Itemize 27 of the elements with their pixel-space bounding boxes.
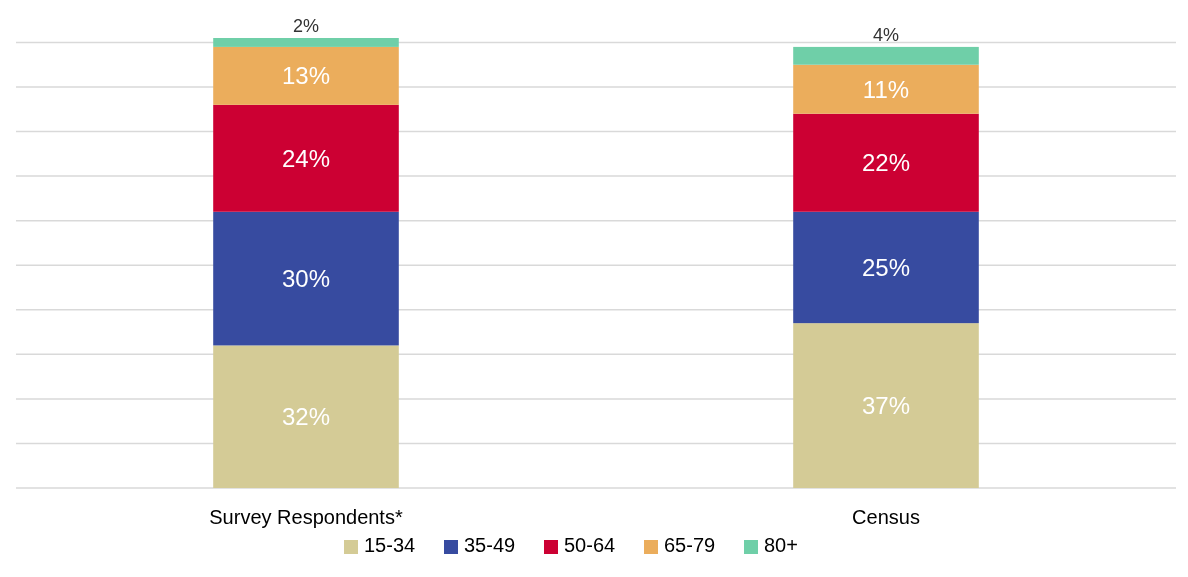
bar (793, 46, 979, 65)
bar (793, 64, 979, 114)
bar (213, 46, 399, 105)
x-tick-label: Census (852, 506, 920, 528)
legend-label: 80+ (764, 534, 798, 556)
bar (793, 211, 979, 324)
data-label: 32% (281, 403, 331, 431)
data-label: 4% (872, 24, 900, 45)
data-label: 30% (281, 264, 331, 292)
legend-label: 50-64 (564, 534, 616, 556)
data-label: 13% (281, 62, 331, 90)
data-label: 2% (292, 16, 320, 36)
legend-label: 15-34 (364, 534, 416, 556)
bar (793, 323, 979, 488)
bar (793, 113, 979, 212)
bar (213, 38, 399, 47)
bar (213, 345, 399, 488)
data-label: 37% (861, 391, 911, 419)
bar (213, 104, 399, 212)
bar (213, 211, 399, 346)
data-label: 22% (861, 149, 911, 177)
data-label: 11% (862, 75, 910, 103)
data-label: 25% (861, 253, 911, 281)
legend-label: 65-79 (664, 534, 716, 556)
data-label: 24% (281, 144, 331, 172)
x-tick-label: Survey Respondents* (209, 506, 403, 528)
legend-label: 35-49 (464, 534, 516, 556)
